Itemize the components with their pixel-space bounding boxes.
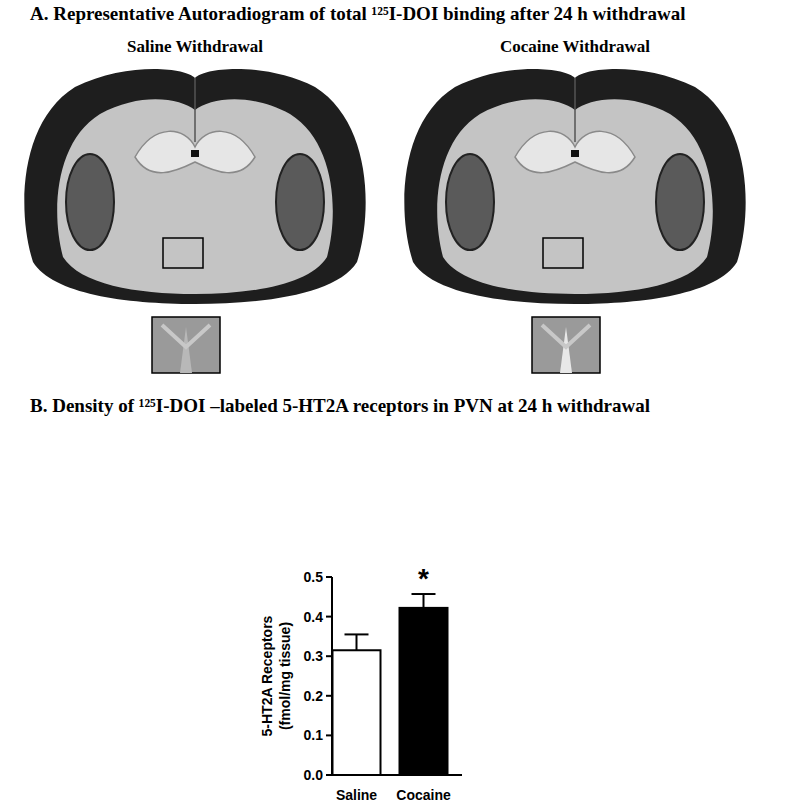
error-bar	[423, 594, 425, 608]
y-axis-label: 5-HT2A Receptors	[259, 615, 275, 736]
pvn-signal	[180, 327, 192, 373]
cortex	[404, 69, 745, 304]
pvn-signal	[560, 327, 572, 373]
x-tick-label: Saline	[336, 787, 377, 803]
y-tick	[326, 655, 332, 657]
striatum	[276, 154, 324, 250]
error-cap	[345, 633, 369, 635]
chart-title: B. Density of ¹²⁵I-DOI –labeled 5-HT2A r…	[30, 395, 650, 416]
inset-texture	[162, 325, 210, 347]
y-tick	[326, 616, 332, 618]
ventricle	[571, 150, 579, 157]
plot-area	[333, 594, 448, 775]
panel-a-title: A. Representative Autoradiogram of total…	[30, 3, 686, 24]
bar	[333, 650, 381, 775]
striatum	[66, 154, 114, 250]
y-axis-label: (fmol/mg tissue)	[277, 622, 293, 730]
roi-box	[543, 238, 583, 268]
striatum	[656, 154, 704, 250]
significance-marker: *	[418, 563, 429, 594]
cortex	[24, 69, 365, 304]
inset-frame	[152, 317, 220, 373]
autoradiogram	[24, 69, 365, 304]
y-tick-label: 0.4	[304, 609, 324, 625]
roi-box	[163, 238, 203, 268]
inset-texture	[542, 325, 590, 347]
autoradiogram	[404, 69, 745, 304]
x-tick-label: Cocaine	[396, 787, 451, 803]
midline	[574, 78, 576, 142]
ventricle	[191, 150, 199, 157]
inset	[152, 317, 220, 373]
y-tick-label: 0.2	[304, 688, 324, 704]
y-tick-label: 0.1	[304, 727, 324, 743]
bar	[400, 608, 448, 775]
y-tick	[326, 695, 332, 697]
y-tick-label: 0.0	[304, 767, 324, 783]
y-tick	[326, 576, 332, 578]
y-tick	[326, 734, 332, 736]
midline	[194, 78, 196, 142]
image-label: Cocaine Withdrawal	[500, 37, 650, 56]
y-tick	[326, 774, 332, 776]
figure: A. Representative Autoradiogram of total…	[0, 0, 800, 808]
striatum	[446, 154, 494, 250]
y-tick-label: 0.5	[304, 569, 324, 585]
image-label: Saline Withdrawal	[127, 37, 263, 56]
y-tick-label: 0.3	[304, 648, 324, 664]
inset	[532, 317, 600, 373]
inset-frame	[532, 317, 600, 373]
error-bar	[356, 634, 358, 650]
